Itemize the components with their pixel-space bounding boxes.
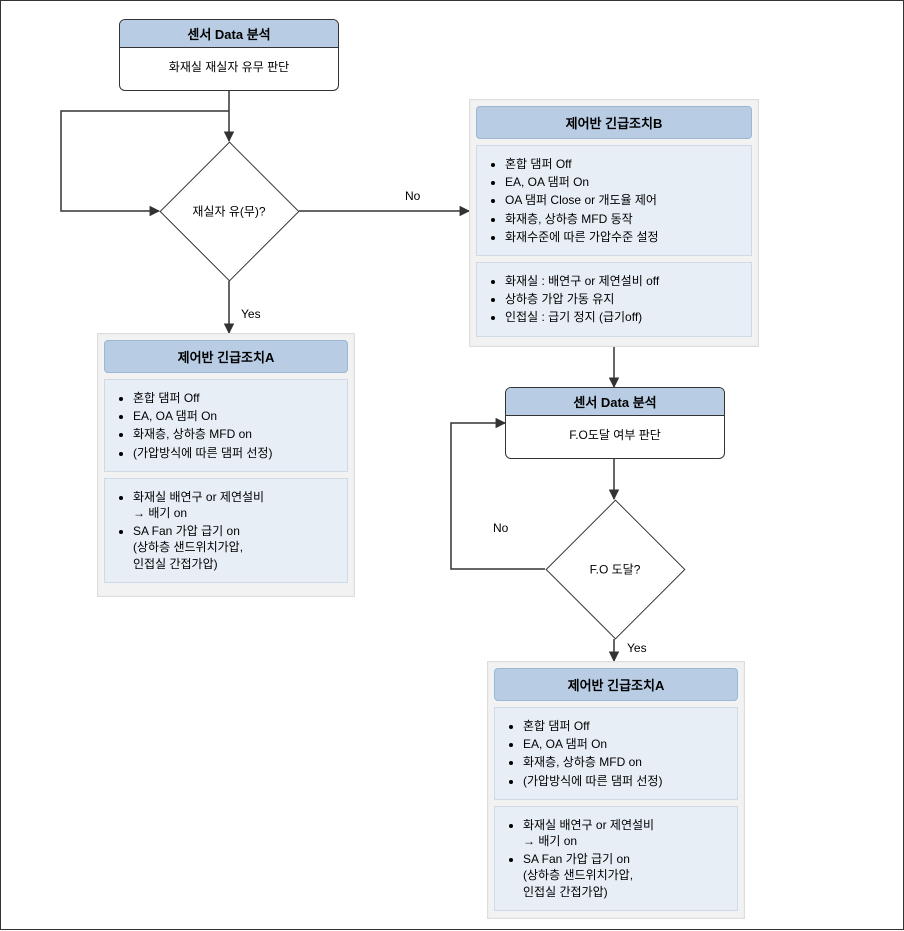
panelA1-block-0-item-0: 혼합 댐퍼 Off (133, 390, 339, 406)
panelA1-title: 제어반 긴급조치A (104, 340, 348, 373)
decision2-label: F.O 도달? (517, 561, 713, 578)
node-panelA2: 제어반 긴급조치A 혼합 댐퍼 Off EA, OA 댐퍼 On 화재층, 상하층 M… (487, 661, 745, 919)
panelB-block-1-item-1: 상하층 가압 가동 유지 (505, 291, 743, 307)
edge-label-d2_no: No (493, 521, 508, 535)
panelB-block-0: 혼합 댐퍼 Off EA, OA 댐퍼 On OA 댐퍼 Close or 개도율 … (476, 145, 752, 256)
panelB-block-0-item-2: OA 댐퍼 Close or 개도율 제어 (505, 192, 743, 208)
panelA2-block-1: 화재실 배연구 or 제연설비 → 배기 onSA Fan 가압 급기 on (… (494, 806, 738, 911)
panelA2-block-0-item-1: EA, OA 댐퍼 On (523, 736, 729, 752)
panelB-block-0-item-3: 화재층, 상하층 MFD 동작 (505, 211, 743, 227)
panelB-block-0-item-4: 화재수준에 따른 가압수준 설정 (505, 229, 743, 245)
panelA2-block-0-item-2: 화재층, 상하층 MFD on (523, 754, 729, 770)
sensor1-title: 센서 Data 분석 (120, 20, 338, 48)
panelA2-block-0-item-3: (가압방식에 따른 댐퍼 선정) (523, 773, 729, 789)
panelA1-block-1: 화재실 배연구 or 제연설비 → 배기 onSA Fan 가압 급기 on (… (104, 478, 348, 583)
panelA2-block-0-item-0: 혼합 댐퍼 Off (523, 718, 729, 734)
panelA1-block-0-item-2: 화재층, 상하층 MFD on (133, 426, 339, 442)
sensor2-title: 센서 Data 분석 (506, 388, 724, 416)
panelB-block-1-item-2: 인접실 : 급기 정지 (급기off) (505, 309, 743, 325)
panelB-block-1-item-0: 화재실 : 배연구 or 제연설비 off (505, 273, 743, 289)
node-sensor1: 센서 Data 분석화재실 재실자 유무 판단 (119, 19, 339, 91)
decision1-label: 재실자 유(무)? (131, 203, 327, 220)
node-panelB: 제어반 긴급조치B 혼합 댐퍼 Off EA, OA 댐퍼 On OA 댐퍼 Clos… (469, 99, 759, 347)
panelA1-block-0: 혼합 댐퍼 Off EA, OA 댐퍼 On 화재층, 상하층 MFD on (가압방… (104, 379, 348, 472)
sensor2-body: F.O도달 여부 판단 (506, 416, 724, 453)
panelA2-title: 제어반 긴급조치A (494, 668, 738, 701)
panelB-block-0-item-0: 혼합 댐퍼 Off (505, 156, 743, 172)
panelA1-block-0-item-1: EA, OA 댐퍼 On (133, 408, 339, 424)
edge-label-d2_yes: Yes (627, 641, 647, 655)
panelB-block-0-item-1: EA, OA 댐퍼 On (505, 174, 743, 190)
panelB-block-1: 화재실 : 배연구 or 제연설비 off 상하층 가압 가동 유지인접실 : 급… (476, 262, 752, 337)
panelA1-block-1-item-0: 화재실 배연구 or 제연설비 → 배기 on (133, 489, 339, 521)
panelA2-block-0: 혼합 댐퍼 Off EA, OA 댐퍼 On 화재층, 상하층 MFD on (가압방… (494, 707, 738, 800)
panelA1-block-0-item-3: (가압방식에 따른 댐퍼 선정) (133, 445, 339, 461)
panelA2-block-1-item-1: SA Fan 가압 급기 on (상하층 샌드위치가압, 인접실 간접가압) (523, 851, 729, 900)
node-decision1: 재실자 유(무)? (159, 141, 299, 281)
panelA1-block-1-item-1: SA Fan 가압 급기 on (상하층 샌드위치가압, 인접실 간접가압) (133, 523, 339, 572)
sensor1-body: 화재실 재실자 유무 판단 (120, 48, 338, 85)
node-panelA1: 제어반 긴급조치A 혼합 댐퍼 Off EA, OA 댐퍼 On 화재층, 상하층 M… (97, 333, 355, 597)
node-sensor2: 센서 Data 분석F.O도달 여부 판단 (505, 387, 725, 459)
edge-label-d1_no: No (405, 189, 420, 203)
node-decision2: F.O 도달? (545, 499, 685, 639)
edge-label-d1_yes: Yes (241, 307, 261, 321)
flowchart-canvas: NoYesNoYes센서 Data 분석화재실 재실자 유무 판단재실자 유(무… (0, 0, 904, 930)
panelA2-block-1-item-0: 화재실 배연구 or 제연설비 → 배기 on (523, 817, 729, 849)
panelB-title: 제어반 긴급조치B (476, 106, 752, 139)
